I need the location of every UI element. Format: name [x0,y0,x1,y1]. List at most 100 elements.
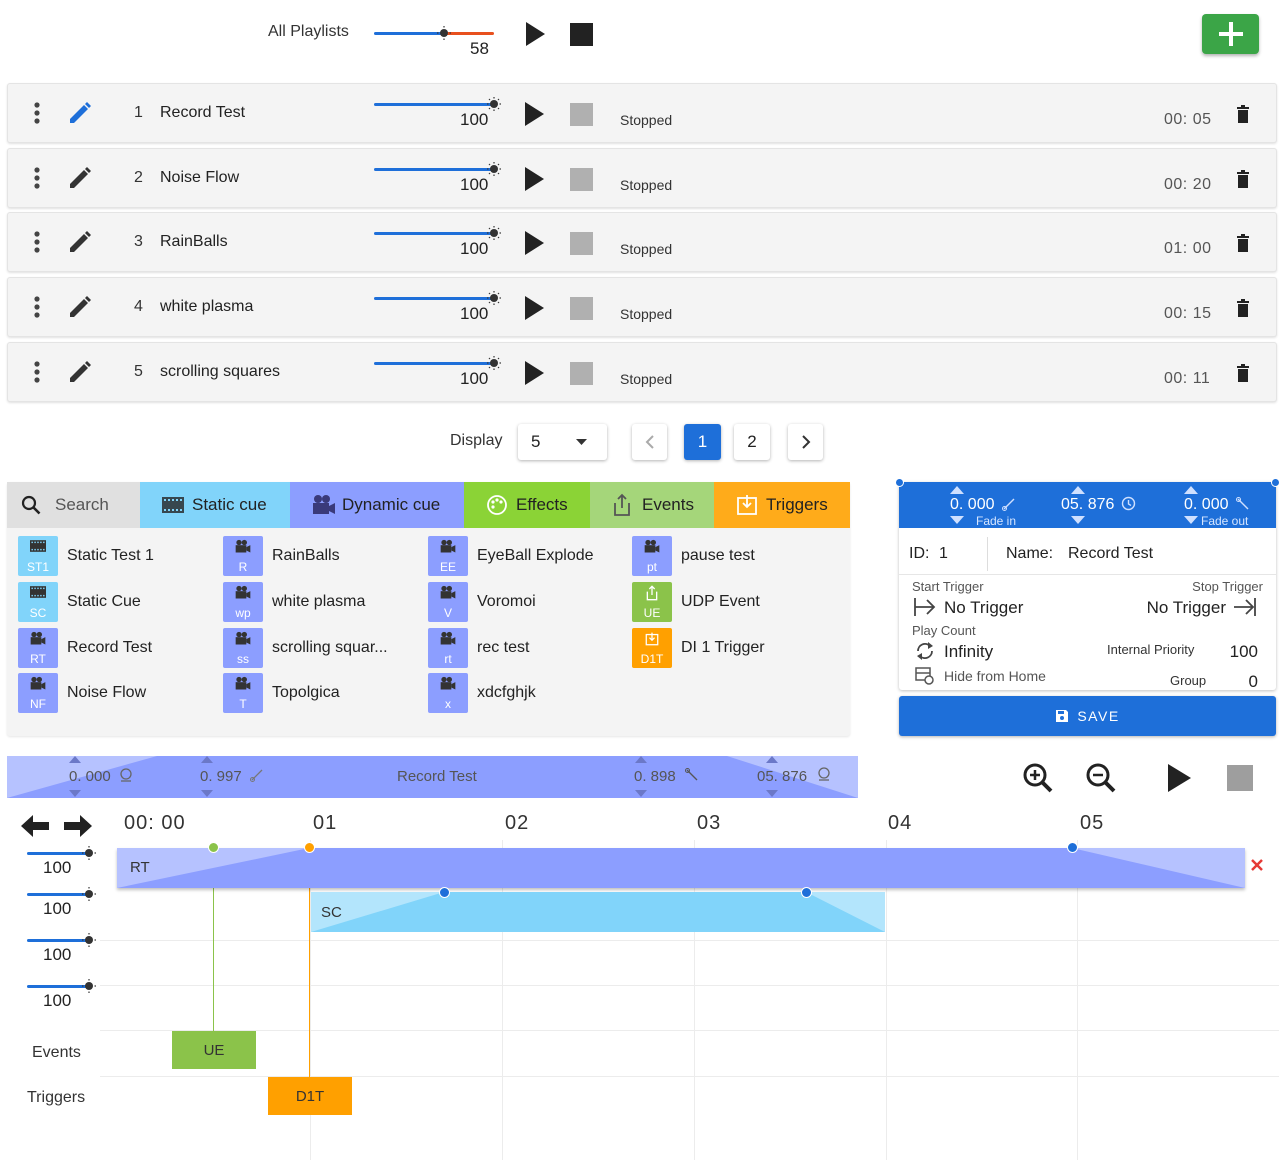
drag-handle-icon[interactable] [30,165,44,191]
brightness-icon[interactable] [487,291,501,305]
play-count-value[interactable]: Infinity [944,642,994,661]
cue-static-icon[interactable]: ST1 [18,536,58,576]
zoom-in-button[interactable] [1020,760,1056,796]
tab-dynamic-cue[interactable]: Dynamic cue [290,482,464,528]
cue-dynamic-icon[interactable]: wp [223,582,263,622]
event-anchor-handle[interactable] [208,842,219,853]
brightness-icon[interactable] [82,846,96,860]
cue-dynamic-icon[interactable]: NF [18,673,58,713]
increment-fade-out-icon[interactable] [1184,486,1198,494]
cue-dynamic-icon[interactable]: V [428,582,468,622]
lane-volume-slider[interactable] [27,933,96,947]
play-playlist-button[interactable] [522,359,546,387]
hide-from-home-toggle[interactable]: Hide from Home [944,668,1046,684]
decrement-end-icon[interactable] [766,790,778,797]
playlist-volume-slider[interactable] [374,162,501,176]
cue-dynamic-icon[interactable]: ss [223,628,263,668]
timeline-cue-sc[interactable]: SC [311,892,885,932]
add-playlist-button[interactable] [1202,14,1259,54]
playlist-row[interactable]: 3 RainBalls 100 Stopped 01: 00 [7,212,1277,272]
scroll-right-button[interactable] [63,813,93,839]
cue-name[interactable]: Noise Flow [67,684,147,701]
save-button[interactable]: SAVE [899,696,1276,736]
decrement-fade-in-icon[interactable] [201,790,213,797]
edit-playlist-button[interactable] [66,293,94,321]
cue-trigger-icon[interactable]: D1T [632,628,672,668]
playlist-row[interactable]: 5 scrolling squares 100 Stopped 00: 11 [7,342,1277,402]
master-volume-slider[interactable] [374,26,494,40]
stop-all-button[interactable] [569,22,593,46]
page-button-1[interactable]: 1 [684,424,721,460]
cue-event-icon[interactable]: UE [632,582,672,622]
playlist-volume-slider[interactable] [374,226,501,240]
start-trigger-value[interactable]: No Trigger [944,598,1024,617]
increment-fade-in-icon[interactable] [950,486,964,494]
fade-out-handle[interactable] [1067,842,1078,853]
timeline-stop-button[interactable] [1226,764,1253,791]
decrement-fade-out-icon[interactable] [1184,516,1198,524]
tab-effects[interactable]: Effects [464,482,590,528]
decrement-fade-in-icon[interactable] [950,516,964,524]
play-playlist-button[interactable] [522,100,546,128]
cue-name[interactable]: DI 1 Trigger [681,639,765,656]
brightness-icon[interactable] [487,356,501,370]
decrement-duration-icon[interactable] [1071,516,1085,524]
playlist-row[interactable]: 1 Record Test 100 Stopped 00: 05 [7,83,1277,143]
cue-dynamic-icon[interactable]: x [428,673,468,713]
scroll-left-button[interactable] [20,813,50,839]
cue-name[interactable]: rec test [477,639,530,656]
fade-out-handle[interactable] [801,887,812,898]
tab-events[interactable]: Events [590,482,714,528]
delete-playlist-button[interactable] [1234,168,1252,190]
play-playlist-button[interactable] [522,165,546,193]
drag-handle-icon[interactable] [30,229,44,255]
brightness-icon[interactable] [487,162,501,176]
delete-playlist-button[interactable] [1234,232,1252,254]
increment-duration-icon[interactable] [1071,486,1085,494]
cue-dynamic-icon[interactable]: EE [428,536,468,576]
cue-name[interactable]: Record Test [67,639,153,656]
play-playlist-button[interactable] [522,294,546,322]
increment-fade-in-icon[interactable] [201,756,213,763]
cue-dynamic-icon[interactable]: rt [428,628,468,668]
stop-trigger-value[interactable]: No Trigger [1146,598,1226,617]
playlist-volume-slider[interactable] [374,291,501,305]
group-value[interactable]: 0 [1248,672,1258,691]
cue-name[interactable]: Voromoi [477,593,536,610]
stop-playlist-button[interactable] [569,361,593,385]
internal-priority-value[interactable]: 100 [1229,642,1258,661]
brightness-icon[interactable] [487,97,501,111]
page-button-2[interactable]: 2 [734,424,770,460]
increment-fade-out-icon[interactable] [635,756,647,763]
decrement-start-icon[interactable] [69,790,81,797]
play-all-button[interactable] [522,20,548,48]
increment-end-icon[interactable] [766,756,778,763]
fade-in-value[interactable]: 0. 000 [950,496,995,513]
page-size-select[interactable]: 5 [518,424,607,460]
brightness-icon[interactable] [82,887,96,901]
playlist-row[interactable]: 2 Noise Flow 100 Stopped 00: 20 [7,148,1277,208]
name-value[interactable]: Record Test [1068,545,1154,562]
tab-search[interactable]: Search [7,482,140,528]
next-page-button[interactable] [788,424,823,460]
drag-handle-icon[interactable] [30,359,44,385]
play-playlist-button[interactable] [522,229,546,257]
cue-name[interactable]: Static Test 1 [67,547,154,564]
cue-name[interactable]: white plasma [272,593,366,610]
brightness-icon[interactable] [437,26,451,40]
strip-end-value[interactable]: 05. 876 [757,768,808,785]
remove-cue-button[interactable] [1250,858,1264,872]
timeline-trigger-d1t[interactable]: D1T [268,1077,352,1115]
cue-name[interactable]: RainBalls [272,547,340,564]
cue-name[interactable]: Static Cue [67,593,141,610]
fade-in-handle[interactable] [439,887,450,898]
cue-dynamic-icon[interactable]: RT [18,628,58,668]
prev-page-button[interactable] [632,424,667,460]
lane-volume-slider[interactable] [27,846,96,860]
decrement-fade-out-icon[interactable] [635,790,647,797]
resize-handle[interactable] [1271,478,1279,487]
cue-name[interactable]: xdcfghjk [477,684,536,701]
cue-name[interactable]: pause test [681,547,755,564]
delete-playlist-button[interactable] [1234,297,1252,319]
edit-playlist-button[interactable] [66,358,94,386]
